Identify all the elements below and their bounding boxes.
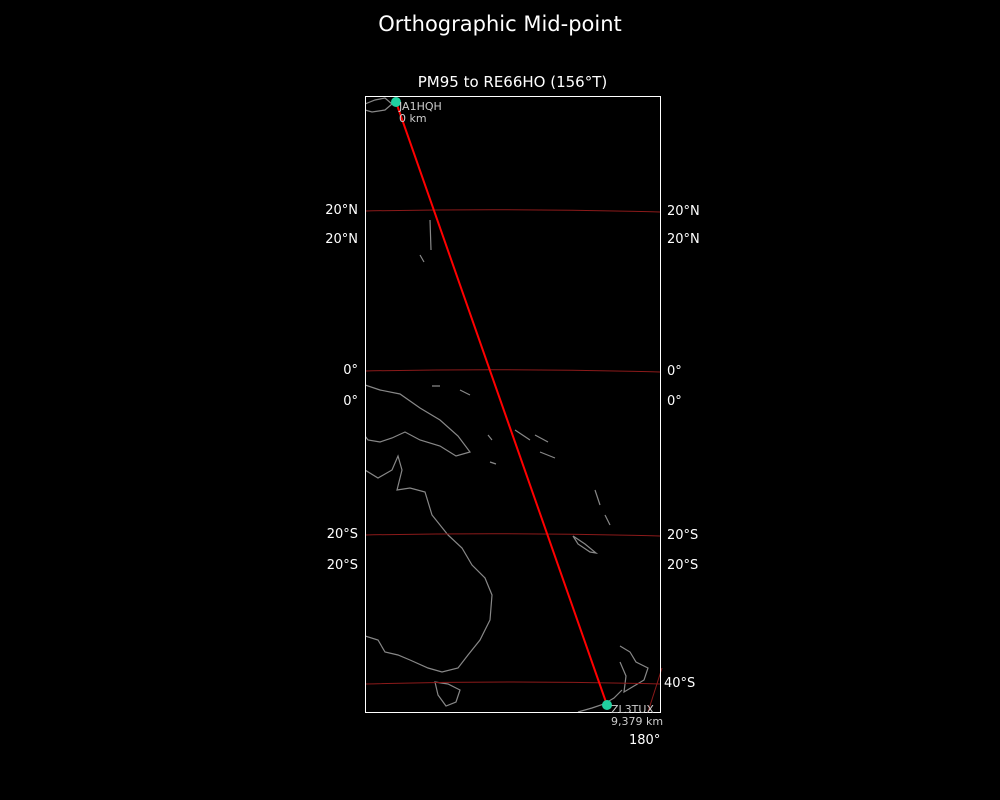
lat-label-left: 20°N <box>325 232 358 247</box>
lat-label-right: 20°S <box>667 558 699 573</box>
lat-label-left: 20°S <box>326 558 358 573</box>
lat-line-0 <box>365 369 660 373</box>
graticule <box>365 209 660 685</box>
lat-label-right: 20°S <box>667 528 699 543</box>
tasmania-coast <box>434 681 461 707</box>
start-distance-label: 0 km <box>399 112 427 125</box>
lon-label: 180° <box>629 733 661 748</box>
lat-label-left: 20°N <box>325 203 358 218</box>
lat-label-right: 0° <box>667 364 682 379</box>
map-subtitle: PM95 to RE66HO (156°T) <box>417 73 608 91</box>
new-guinea-coast <box>365 384 472 457</box>
start-marker[interactable] <box>391 97 401 107</box>
lat-line-20s <box>365 533 660 537</box>
new-zealand-north-coast <box>619 645 649 694</box>
vanuatu-islands <box>594 489 611 526</box>
great-circle-path <box>395 101 608 706</box>
start-call-label: JA1HQH <box>398 100 442 113</box>
figure-title: Orthographic Mid-point <box>378 12 622 36</box>
end-marker[interactable] <box>602 700 612 710</box>
lat-label-right: 20°N <box>667 204 700 219</box>
islands <box>419 219 497 465</box>
lat-label-right: 0° <box>667 394 682 409</box>
solomon-islands <box>514 429 556 459</box>
coastlines <box>365 97 649 712</box>
new-caledonia-coast <box>572 535 599 554</box>
lat-line-20n <box>365 209 660 213</box>
australia-coast <box>365 454 493 673</box>
lat-line-40s <box>365 681 660 685</box>
lat-label-left: 0° <box>343 363 358 378</box>
meridian-180 <box>647 667 663 713</box>
lat-label-right: 40°S <box>664 676 696 691</box>
end-distance-label: 9,379 km <box>611 715 663 728</box>
japan-coast <box>365 97 393 113</box>
lat-label-left: 0° <box>343 394 358 409</box>
map-frame <box>365 96 661 713</box>
lat-label-right: 20°N <box>667 232 700 247</box>
end-call-label: ZL3TUX <box>611 703 654 716</box>
lat-label-left: 20°S <box>326 527 358 542</box>
